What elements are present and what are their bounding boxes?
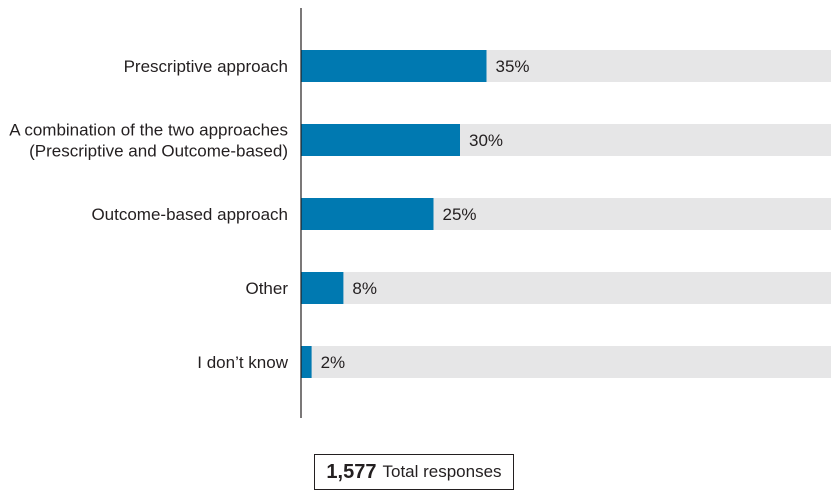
- total-responses-box: 1,577 Total responses: [314, 454, 514, 490]
- bar-track-other: [301, 272, 831, 304]
- value-label-other: 8%: [352, 279, 377, 298]
- value-label-a-combination-of-the-two-approaches: 30%: [469, 131, 503, 150]
- category-labels: Prescriptive approach A combination of th…: [9, 57, 289, 372]
- category-label-prescriptive-approach: Prescriptive approach: [124, 57, 288, 76]
- value-label-prescriptive-approach: 35%: [496, 57, 530, 76]
- bar-other: [301, 272, 344, 304]
- value-label-i-don-t-know: 2%: [321, 353, 346, 372]
- response-bar-chart: Prescriptive approach A combination of th…: [9, 8, 831, 418]
- bars: [301, 50, 487, 378]
- total-responses-label: Total responses: [382, 462, 502, 481]
- total-responses-count: 1,577: [326, 460, 377, 483]
- category-label-outcome-based-approach: Outcome-based approach: [91, 205, 288, 224]
- category-label-a-combination-of-the-two-approaches: A combination of the two approaches (Pres…: [9, 121, 288, 161]
- bar-i-don-t-know: [301, 346, 312, 378]
- bar-track-i-don-t-know: [301, 346, 831, 378]
- bar-outcome-based-approach: [301, 198, 434, 230]
- category-label-other: Other: [245, 279, 288, 298]
- value-label-outcome-based-approach: 25%: [443, 205, 477, 224]
- bar-a-combination-of-the-two-approaches: [301, 124, 460, 156]
- value-labels: 35% 30% 25% 8% 2%: [321, 57, 530, 372]
- bar-tracks: [301, 50, 831, 378]
- category-label-i-don-t-know: I don’t know: [197, 353, 288, 372]
- bar-prescriptive-approach: [301, 50, 487, 82]
